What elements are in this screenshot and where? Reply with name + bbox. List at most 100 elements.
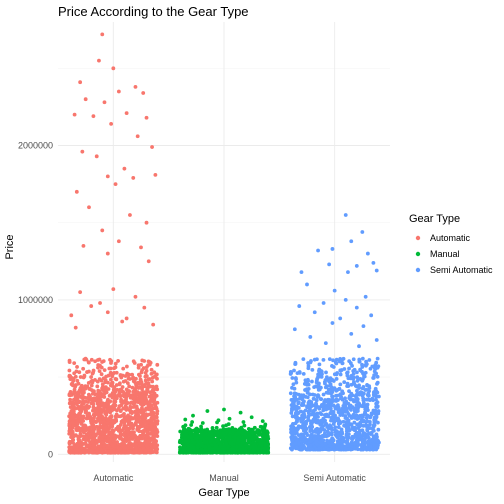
data-point [68,369,72,373]
data-point [116,359,120,363]
data-point [364,420,368,424]
data-point [208,447,212,451]
data-point [181,425,185,429]
data-point [75,365,79,369]
data-point [134,85,138,89]
data-point [125,439,129,443]
data-point [150,380,154,384]
data-point [102,359,106,363]
data-point [245,436,249,440]
data-point [241,436,245,440]
data-point [68,360,72,364]
data-point [308,429,312,433]
data-point [355,375,359,379]
data-point [221,440,225,444]
data-point [344,213,348,217]
data-point [96,390,100,394]
data-point [326,407,330,411]
data-point [84,97,88,101]
data-point [109,367,113,371]
data-point [136,134,140,138]
data-point [85,370,89,374]
data-point [123,446,127,450]
data-point [346,270,350,274]
data-point [74,326,78,330]
data-point [259,425,263,429]
data-point [83,387,87,391]
data-point [352,421,356,425]
data-point [107,405,111,409]
data-point [320,403,324,407]
data-point [290,448,294,452]
data-point [121,367,125,371]
data-point [71,410,75,414]
data-point [347,389,351,393]
data-point [334,430,338,434]
data-point [133,361,137,365]
data-point [153,419,157,423]
data-point [213,446,217,450]
data-point [98,377,102,381]
data-point [337,387,341,391]
data-point [143,416,147,420]
data-point [71,421,75,425]
data-point [188,427,192,431]
data-point [212,430,216,434]
data-point [359,378,363,382]
data-point [313,393,317,397]
data-point [109,122,113,126]
data-point [377,441,381,445]
data-point [83,374,87,378]
data-point [340,440,344,444]
data-point [110,432,114,436]
data-point [372,394,376,398]
data-point [325,425,329,429]
data-point [336,442,340,446]
data-point [302,372,306,376]
data-point [104,387,108,391]
data-point [144,449,148,453]
data-point [333,413,337,417]
data-point [294,415,298,419]
data-point [108,394,112,398]
data-point [123,415,127,419]
data-point [291,382,295,386]
data-point [357,423,361,427]
data-point [307,401,311,405]
data-point [336,403,340,407]
data-point [213,441,217,445]
data-point [144,371,148,375]
data-point [106,421,110,425]
data-point [322,358,326,362]
data-point [223,433,227,437]
data-point [73,388,77,392]
data-point [114,436,118,440]
legend-label: Automatic [430,233,471,243]
data-point [312,397,316,401]
data-point [300,414,304,418]
data-point [144,435,148,439]
data-point [290,398,294,402]
data-point [75,369,79,373]
data-point [294,438,298,442]
data-point [140,359,144,363]
data-point [289,371,293,375]
data-point [118,414,122,418]
data-point [227,437,231,441]
data-point [190,420,194,424]
data-point [134,411,138,415]
data-point [315,377,319,381]
data-point [231,447,235,451]
data-point [329,409,333,413]
data-point [293,395,297,399]
data-point [137,386,141,390]
data-point [265,438,269,442]
data-point [104,402,108,406]
data-point [97,404,101,408]
data-point [375,391,379,395]
data-point [127,391,131,395]
data-point [113,385,117,389]
data-point [111,451,115,455]
data-point [320,439,324,443]
data-point [78,80,82,84]
